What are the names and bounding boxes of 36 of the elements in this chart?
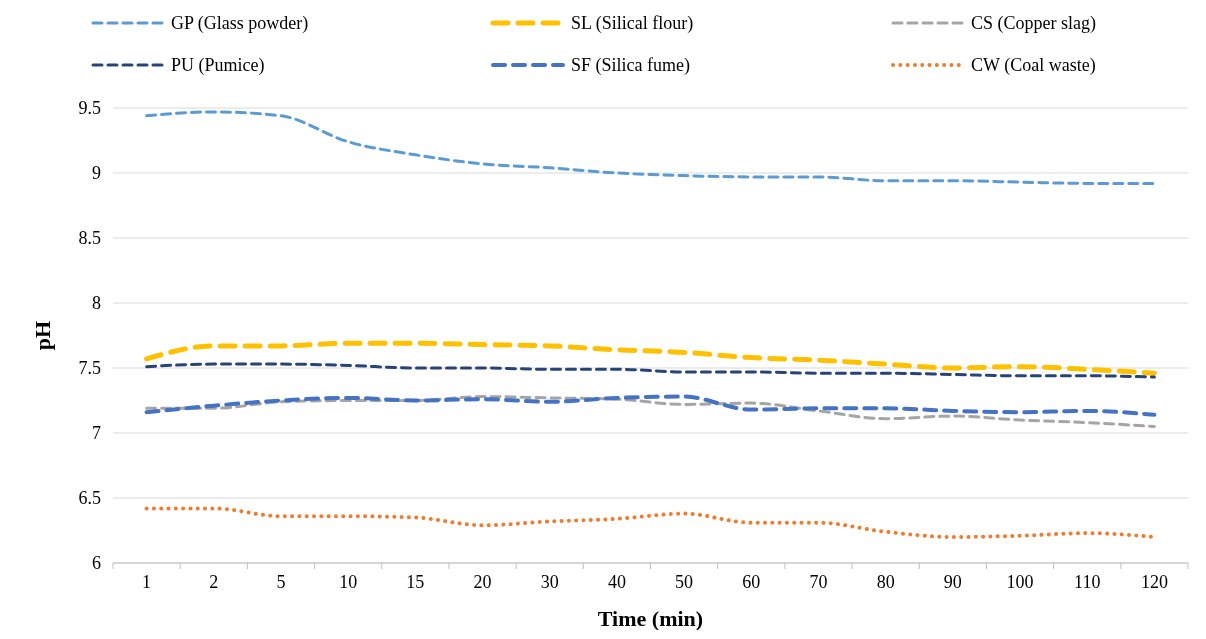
x-tick-label: 60 bbox=[742, 572, 761, 592]
x-tick-label: 2 bbox=[209, 572, 219, 592]
legend-label: CS (Copper slag) bbox=[971, 13, 1096, 34]
x-tick-label: 90 bbox=[943, 572, 962, 592]
x-tick-label: 15 bbox=[406, 572, 425, 592]
x-tick-label: 80 bbox=[876, 572, 895, 592]
y-tick-label: 8.5 bbox=[78, 228, 101, 248]
y-axis-title: pH bbox=[30, 320, 55, 351]
x-axis-title: Time (min) bbox=[597, 606, 704, 631]
y-tick-label: 6 bbox=[92, 553, 101, 573]
y-tick-label: 8 bbox=[92, 293, 101, 313]
y-tick-label: 6.5 bbox=[78, 488, 101, 508]
x-tick-label: 10 bbox=[339, 572, 358, 592]
legend-label: GP (Glass powder) bbox=[171, 13, 309, 34]
line-series bbox=[145, 362, 1156, 379]
x-tick-label: 70 bbox=[809, 572, 828, 592]
x-tick-label: 5 bbox=[276, 572, 286, 592]
y-tick-label: 9 bbox=[92, 163, 101, 183]
line-series bbox=[145, 395, 1156, 428]
x-tick-label: 40 bbox=[607, 572, 626, 592]
x-tick-label: 50 bbox=[675, 572, 694, 592]
x-tick-label: 20 bbox=[473, 572, 492, 592]
legend-label: PU (Pumice) bbox=[171, 55, 265, 76]
x-tick-label: 120 bbox=[1140, 572, 1168, 592]
x-tick-label: 100 bbox=[1006, 572, 1034, 592]
x-tick-label: 110 bbox=[1074, 572, 1101, 592]
line-series bbox=[145, 110, 1156, 185]
x-tick-label: 1 bbox=[142, 572, 152, 592]
legend-label: SF (Silica fume) bbox=[571, 55, 690, 76]
y-tick-label: 7.5 bbox=[78, 358, 101, 378]
legend-label: CW (Coal waste) bbox=[971, 55, 1096, 76]
y-tick-label: 7 bbox=[92, 423, 101, 443]
x-tick-label: 30 bbox=[540, 572, 559, 592]
y-tick-label: 9.5 bbox=[78, 98, 101, 118]
legend-label: SL (Silical flour) bbox=[571, 13, 694, 34]
line-series bbox=[144, 394, 1157, 417]
